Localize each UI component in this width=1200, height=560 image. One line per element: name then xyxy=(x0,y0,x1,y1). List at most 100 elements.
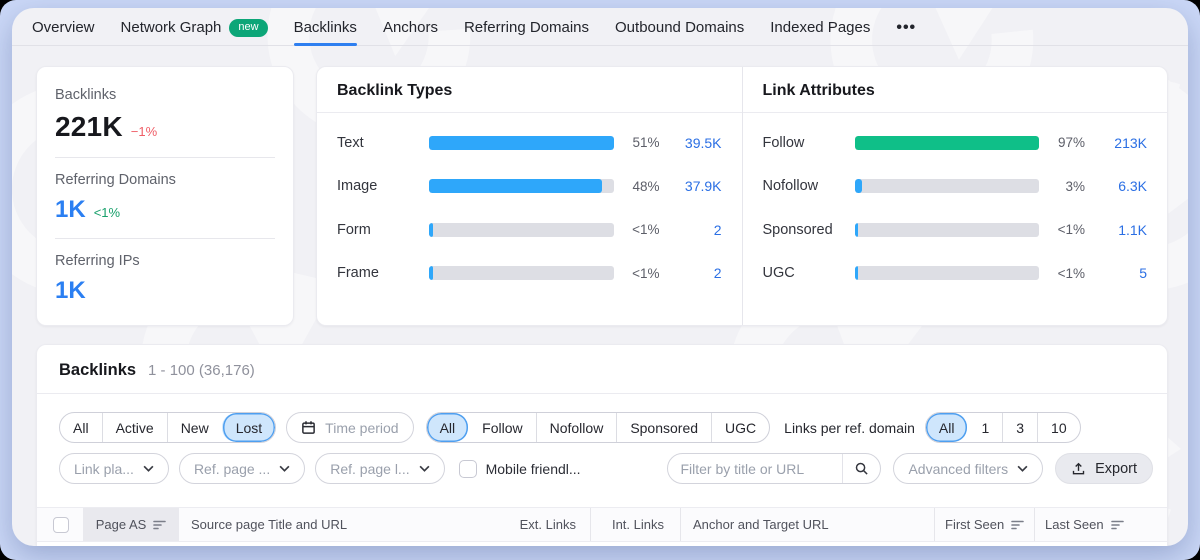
bar-row-form: Form <1% 2 xyxy=(337,208,722,252)
backlink-analytics-app: Overview Network Graph new Backlinks Anc… xyxy=(12,8,1188,546)
advanced-filters-dropdown[interactable]: Advanced filters xyxy=(893,453,1044,484)
tab-backlinks[interactable]: Backlinks xyxy=(293,10,358,46)
tab-network-graph[interactable]: Network Graph new xyxy=(121,10,268,45)
column-last-seen[interactable]: Last Seen xyxy=(1035,508,1167,541)
checkbox[interactable] xyxy=(458,459,477,478)
status-filter-lost[interactable]: Lost xyxy=(221,413,276,442)
summary-card: Backlinks 221K −1% Referring Domains 1K … xyxy=(36,66,294,326)
tab-indexed-pages[interactable]: Indexed Pages xyxy=(770,10,870,45)
new-badge: new xyxy=(229,18,268,37)
bar-fill xyxy=(854,222,859,237)
bar-percent: <1% xyxy=(632,265,660,281)
column-page-as[interactable]: Page AS xyxy=(83,508,179,541)
bar-percent: <1% xyxy=(632,222,660,238)
bar-track xyxy=(854,266,1039,281)
backlinks-table-panel: Backlinks 1 - 100 (36,176) All Active Ne… xyxy=(36,344,1168,546)
table-title: Backlinks xyxy=(59,361,137,379)
ref-page-dropdown[interactable]: Ref. page ... xyxy=(178,453,306,484)
attribute-filter-all[interactable]: All xyxy=(426,413,469,442)
bar-value-link[interactable]: 213K xyxy=(1114,134,1147,151)
bar-percent: <1% xyxy=(1057,222,1085,238)
backlink-types-title: Backlink Types xyxy=(317,67,742,113)
bar-row-sponsored: Sponsored <1% 1.1K xyxy=(763,208,1148,252)
filter-row-2: Link pla... Ref. page ... Ref. page l...… xyxy=(37,443,1167,484)
bar-percent: 3% xyxy=(1065,178,1085,194)
tab-referring-domains[interactable]: Referring Domains xyxy=(464,10,589,45)
links-per-domain-1[interactable]: 1 xyxy=(981,419,990,436)
link-attributes-title: Link Attributes xyxy=(742,67,1167,113)
filter-row-1: All Active New Lost Time period All Foll… xyxy=(37,394,1167,443)
tab-label: Outbound Domains xyxy=(615,19,745,36)
dropdown-label: Link pla... xyxy=(74,460,134,477)
time-period-button[interactable]: Time period xyxy=(286,412,414,443)
attribute-filter-nofollow[interactable]: Nofollow xyxy=(535,413,617,442)
column-label: First Seen xyxy=(945,517,1005,532)
advanced-filters-label: Advanced filters xyxy=(908,460,1009,477)
links-per-domain-10[interactable]: 10 xyxy=(1037,413,1080,442)
chevron-down-icon xyxy=(1017,465,1028,472)
search-icon xyxy=(854,461,869,476)
links-per-domain-group: All 1 3 10 xyxy=(924,412,1081,443)
status-filter-new[interactable]: New xyxy=(166,413,222,442)
search-input[interactable] xyxy=(668,460,843,477)
bar-value-link[interactable]: 37.9K xyxy=(684,178,722,195)
bar-row-frame: Frame <1% 2 xyxy=(337,252,722,296)
column-label: Anchor and Target URL xyxy=(693,517,829,532)
title-url-search xyxy=(667,453,882,484)
select-all-checkbox[interactable] xyxy=(53,516,69,533)
bar-label: Text xyxy=(337,134,364,151)
links-per-domain-all[interactable]: All xyxy=(925,413,968,442)
ref-page-lang-dropdown[interactable]: Ref. page l... xyxy=(315,453,445,484)
charts-panel: Backlink Types Text 51% 39.5K Image 48% … xyxy=(316,66,1168,326)
column-first-seen[interactable]: First Seen xyxy=(935,508,1035,541)
tab-overview[interactable]: Overview xyxy=(32,10,95,45)
column-label: Page AS xyxy=(95,517,147,532)
link-placement-dropdown[interactable]: Link pla... xyxy=(59,453,169,484)
bar-label: Sponsored xyxy=(762,221,833,238)
status-filter-all[interactable]: All xyxy=(73,419,89,436)
attribute-filter-group: All Follow Nofollow Sponsored UGC xyxy=(425,412,771,443)
links-per-domain-3[interactable]: 3 xyxy=(1002,413,1037,442)
export-button[interactable]: Export xyxy=(1055,453,1153,484)
dropdown-label: Ref. page l... xyxy=(330,460,410,477)
bar-label: Nofollow xyxy=(762,178,819,195)
attribute-filter-follow[interactable]: Follow xyxy=(482,419,523,436)
mobile-friendly-checkbox[interactable]: Mobile friendl... xyxy=(458,459,581,478)
bar-percent: 51% xyxy=(632,135,660,151)
referring-domains-metric-value[interactable]: 1K xyxy=(55,196,86,223)
more-tabs-button[interactable]: ••• xyxy=(896,18,917,36)
tab-label: Overview xyxy=(32,19,95,36)
referring-domains-metric-label: Referring Domains xyxy=(55,172,176,188)
bar-percent: 97% xyxy=(1057,135,1085,151)
select-all-cell xyxy=(37,508,83,541)
tab-outbound-domains[interactable]: Outbound Domains xyxy=(615,10,744,45)
tab-label: Indexed Pages xyxy=(770,19,871,36)
bar-value-link[interactable]: 5 xyxy=(1139,265,1147,282)
referring-ips-metric-label: Referring IPs xyxy=(55,253,140,269)
column-label: Source page Title and URL xyxy=(191,517,348,532)
chevron-down-icon xyxy=(143,465,154,472)
sort-icon xyxy=(153,519,167,531)
search-button[interactable] xyxy=(842,454,880,483)
bar-value-link[interactable]: 39.5K xyxy=(684,134,722,151)
column-int-links: Int. Links xyxy=(591,508,681,541)
referring-ips-metric-value[interactable]: 1K xyxy=(55,277,86,304)
bar-value-link[interactable]: 6.3K xyxy=(1118,178,1147,195)
attribute-filter-sponsored[interactable]: Sponsored xyxy=(616,413,711,442)
bar-value-link[interactable]: 1.1K xyxy=(1118,221,1147,238)
chevron-down-icon xyxy=(419,465,430,472)
tab-anchors[interactable]: Anchors xyxy=(383,10,438,45)
bar-row-ugc: UGC <1% 5 xyxy=(763,252,1148,296)
bar-row-follow: Follow 97% 213K xyxy=(763,121,1148,165)
bar-value-link[interactable]: 2 xyxy=(713,265,722,282)
bar-value-link[interactable]: 2 xyxy=(713,221,722,238)
attribute-filter-ugc[interactable]: UGC xyxy=(711,413,769,442)
bar-row-text: Text 51% 39.5K xyxy=(337,121,722,165)
status-filter-active[interactable]: Active xyxy=(101,413,167,442)
export-icon xyxy=(1071,461,1086,477)
backlinks-metric-delta: −1% xyxy=(130,124,158,139)
column-source-page: Source page Title and URL xyxy=(179,508,503,541)
divider xyxy=(55,157,275,158)
bar-track xyxy=(429,266,614,281)
